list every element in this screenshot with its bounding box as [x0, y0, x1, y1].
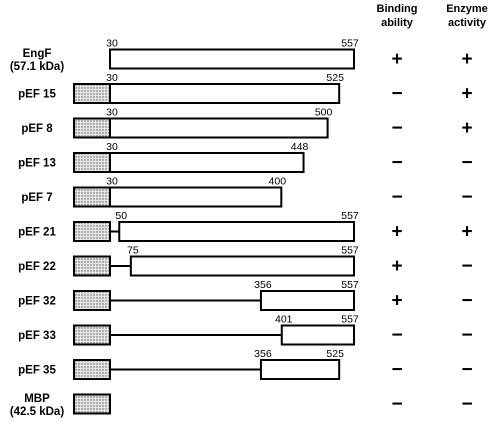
construct-name: pEF 7 — [21, 192, 52, 204]
enzyme-header-line2: activity — [448, 17, 487, 29]
start-residue-label: 30 — [106, 38, 118, 50]
end-residue-label: 525 — [326, 72, 344, 84]
end-residue-label: 557 — [341, 314, 359, 326]
fragment-box — [109, 186, 283, 208]
enzyme-activity-symbol: + — [461, 49, 472, 70]
start-residue-label: 30 — [106, 176, 118, 188]
start-residue-label: 356 — [254, 348, 272, 360]
start-residue-label: 356 — [254, 279, 272, 291]
end-residue-label: 500 — [315, 107, 333, 119]
start-residue-label: 30 — [106, 72, 118, 84]
binding-ability-symbol: − — [391, 84, 402, 105]
enzyme-activity-symbol: − — [461, 394, 472, 415]
enzyme-activity-symbol: − — [461, 187, 472, 208]
construct-name: pEF 13 — [18, 158, 56, 170]
fragment-box — [259, 359, 341, 380]
construct-name-line: (57.1 kDa) — [10, 61, 65, 73]
enzyme-activity-symbol: + — [461, 222, 472, 243]
construct-rows: EngF(57.1 kDa) 30 557 + + pEF 15 30 525 − + pEF 8 3… — [10, 38, 473, 419]
binding-ability-symbol: − — [391, 153, 402, 174]
binding-ability-symbol: + — [391, 256, 402, 277]
binding-ability-symbol: + — [391, 222, 402, 243]
fragment-box — [129, 255, 355, 277]
binding-ability-symbol: − — [391, 118, 402, 139]
construct-name: pEF 32 — [18, 296, 56, 308]
enzyme-activity-symbol: − — [461, 153, 472, 174]
enzyme-activity-symbol: − — [461, 291, 472, 312]
enzyme-activity-symbol: + — [461, 84, 472, 105]
construct-name: pEF 35 — [18, 365, 56, 377]
enzyme-activity-symbol: − — [461, 256, 472, 277]
start-residue-label: 401 — [275, 314, 293, 326]
mbp-tag-box — [73, 359, 111, 380]
fragment-box — [109, 83, 341, 104]
enzyme-activity-symbol: − — [461, 360, 472, 381]
end-residue-label: 557 — [341, 210, 359, 222]
start-residue-label: 75 — [127, 245, 139, 257]
construct-name: pEF 33 — [18, 330, 56, 342]
construct-name: pEF 8 — [21, 123, 53, 135]
fragment-box — [259, 290, 355, 311]
fragment-box — [109, 152, 305, 173]
mbp-tag-box — [73, 152, 111, 173]
fragment-box — [118, 221, 355, 242]
binding-ability-symbol: − — [391, 187, 402, 208]
binding-ability-symbol: − — [391, 360, 402, 381]
mbp-tag-box — [73, 393, 111, 415]
end-residue-label: 557 — [341, 279, 359, 291]
enzyme-activity-symbol: + — [461, 118, 472, 139]
construct-name-line: MBP — [24, 393, 50, 405]
mbp-tag-box — [73, 255, 111, 277]
binding-ability-symbol: − — [391, 394, 402, 415]
binding-ability-symbol: + — [391, 49, 402, 70]
mbp-tag-box — [73, 290, 111, 311]
end-residue-label: 557 — [341, 245, 359, 257]
mbp-tag-box — [73, 117, 111, 139]
column-header-binding: Binding ability — [377, 3, 418, 29]
fragment-box — [109, 48, 355, 70]
binding-ability-symbol: − — [391, 325, 402, 346]
end-residue-label: 448 — [291, 141, 309, 153]
mbp-tag-box — [73, 324, 111, 346]
construct-name: pEF 22 — [18, 261, 56, 273]
start-residue-label: 30 — [106, 107, 118, 119]
mbp-tag-box — [73, 83, 111, 104]
start-residue-label: 30 — [106, 141, 118, 153]
end-residue-label: 525 — [326, 348, 344, 360]
column-header-enzyme: Enzyme activity — [446, 3, 488, 29]
binding-header-line2: ability — [381, 17, 414, 29]
fragment-box — [280, 324, 356, 346]
fragment-box — [109, 117, 329, 139]
construct-name: pEF 21 — [18, 227, 56, 239]
end-residue-label: 557 — [341, 38, 359, 50]
mbp-tag-box — [73, 221, 111, 242]
mbp-tag-box — [73, 186, 111, 208]
construct-name-line: (42.5 kDa) — [10, 406, 65, 418]
binding-ability-symbol: + — [391, 291, 402, 312]
binding-header-line1: Binding — [377, 3, 418, 15]
construct-name-line: EngF — [23, 48, 52, 60]
end-residue-label: 400 — [269, 176, 287, 188]
enzyme-activity-symbol: − — [461, 325, 472, 346]
construct-name: pEF 15 — [18, 89, 56, 101]
start-residue-label: 50 — [115, 210, 127, 222]
enzyme-header-line1: Enzyme — [446, 3, 488, 15]
